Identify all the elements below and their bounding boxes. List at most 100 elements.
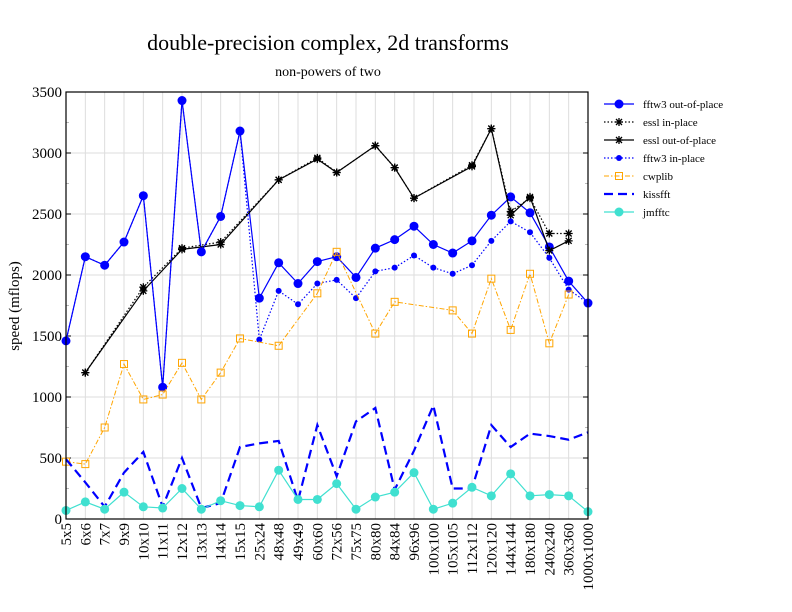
data-point (467, 236, 477, 246)
series-kissfft (65, 402, 589, 510)
data-point (235, 501, 245, 511)
data-point (486, 210, 496, 220)
data-point (312, 257, 322, 267)
data-point (506, 192, 516, 202)
data-point (254, 293, 264, 303)
data-point (332, 252, 342, 262)
data-point (177, 484, 187, 493)
data-point (351, 504, 361, 514)
data-point (526, 192, 534, 201)
x-tick-label: 12x12 (175, 523, 191, 561)
data-point (371, 141, 380, 150)
data-point (158, 503, 168, 513)
x-tick-label: 84x84 (388, 523, 404, 561)
data-point (525, 208, 535, 218)
series-fftw3-in-place (63, 97, 591, 391)
data-point (237, 128, 243, 135)
data-point (370, 243, 380, 253)
data-point (448, 306, 457, 315)
data-point (370, 492, 380, 502)
x-tick-label: 120x120 (484, 523, 500, 576)
x-tick-label: 60x60 (310, 523, 326, 561)
data-point (615, 118, 623, 126)
data-point (179, 97, 185, 104)
data-point (614, 99, 624, 109)
legend-item: fftw3 in-place (604, 153, 705, 165)
data-point (410, 194, 418, 203)
data-point (506, 469, 516, 479)
data-point (140, 192, 147, 199)
data-point (312, 494, 322, 504)
x-tick-label: 1000x1000 (581, 523, 597, 591)
legend-item: jmfftc (604, 207, 670, 219)
x-tick-label: 25x24 (252, 523, 268, 561)
data-point (197, 395, 206, 404)
data-point (564, 229, 573, 238)
x-tick-label: 72x56 (330, 523, 346, 561)
data-point (488, 237, 495, 244)
data-point (274, 258, 284, 268)
x-tick-label: 13x13 (194, 523, 210, 561)
data-point (390, 297, 399, 306)
x-tick-label: 14x14 (214, 523, 230, 561)
data-point (411, 252, 417, 259)
x-tick-label: 75x75 (349, 523, 365, 561)
data-point (332, 247, 341, 256)
chart-title: double-precision complex, 2d transforms (147, 30, 509, 55)
data-point (545, 246, 554, 255)
data-point (158, 390, 167, 399)
x-tick-label: 360x360 (562, 523, 578, 576)
data-point (81, 460, 90, 469)
data-point (314, 280, 321, 287)
data-point (468, 162, 476, 171)
data-point (526, 269, 534, 278)
data-point (565, 286, 572, 293)
data-point (506, 211, 515, 220)
x-tick-label: 96x96 (407, 523, 423, 561)
data-point (295, 301, 301, 308)
legend-label: essl out-of-place (643, 135, 716, 147)
data-point (80, 497, 90, 507)
data-point (82, 253, 89, 260)
data-point (274, 465, 284, 475)
data-point (564, 491, 574, 501)
data-point (545, 339, 554, 348)
x-tick-label: 5x5 (59, 523, 75, 546)
data-point (351, 272, 361, 282)
series-line (65, 250, 570, 465)
x-tick-label: 112x112 (465, 523, 481, 574)
data-point (468, 329, 476, 338)
data-point (486, 491, 496, 501)
data-point (449, 270, 456, 277)
series-fftw3-out-of-place (61, 96, 593, 392)
data-point (390, 163, 399, 172)
x-tick-label: 80x80 (368, 523, 384, 561)
data-point (564, 236, 573, 245)
data-point (293, 279, 303, 289)
legend-label: essl in-place (643, 117, 698, 129)
y-tick-label: 3000 (32, 146, 62, 162)
data-point (313, 155, 322, 164)
data-point (487, 274, 496, 283)
x-tick-label: 240x240 (542, 523, 558, 576)
y-tick-label: 1000 (32, 390, 62, 406)
series-cwplib (62, 247, 573, 469)
x-tick-label: 105x105 (446, 523, 462, 576)
data-point (333, 276, 340, 283)
series-line (84, 126, 569, 373)
data-point (546, 254, 553, 261)
data-point (564, 290, 573, 299)
data-point (332, 168, 341, 177)
data-point (371, 329, 380, 338)
data-point (216, 240, 225, 249)
data-point (119, 487, 129, 497)
data-point (293, 494, 303, 504)
x-tick-label: 48x48 (272, 523, 288, 561)
plot-frame (65, 91, 589, 520)
x-tick-label: 11x11 (156, 523, 172, 559)
data-point (564, 276, 574, 286)
data-point (216, 368, 225, 377)
data-point (527, 229, 533, 236)
series-line (65, 402, 589, 510)
